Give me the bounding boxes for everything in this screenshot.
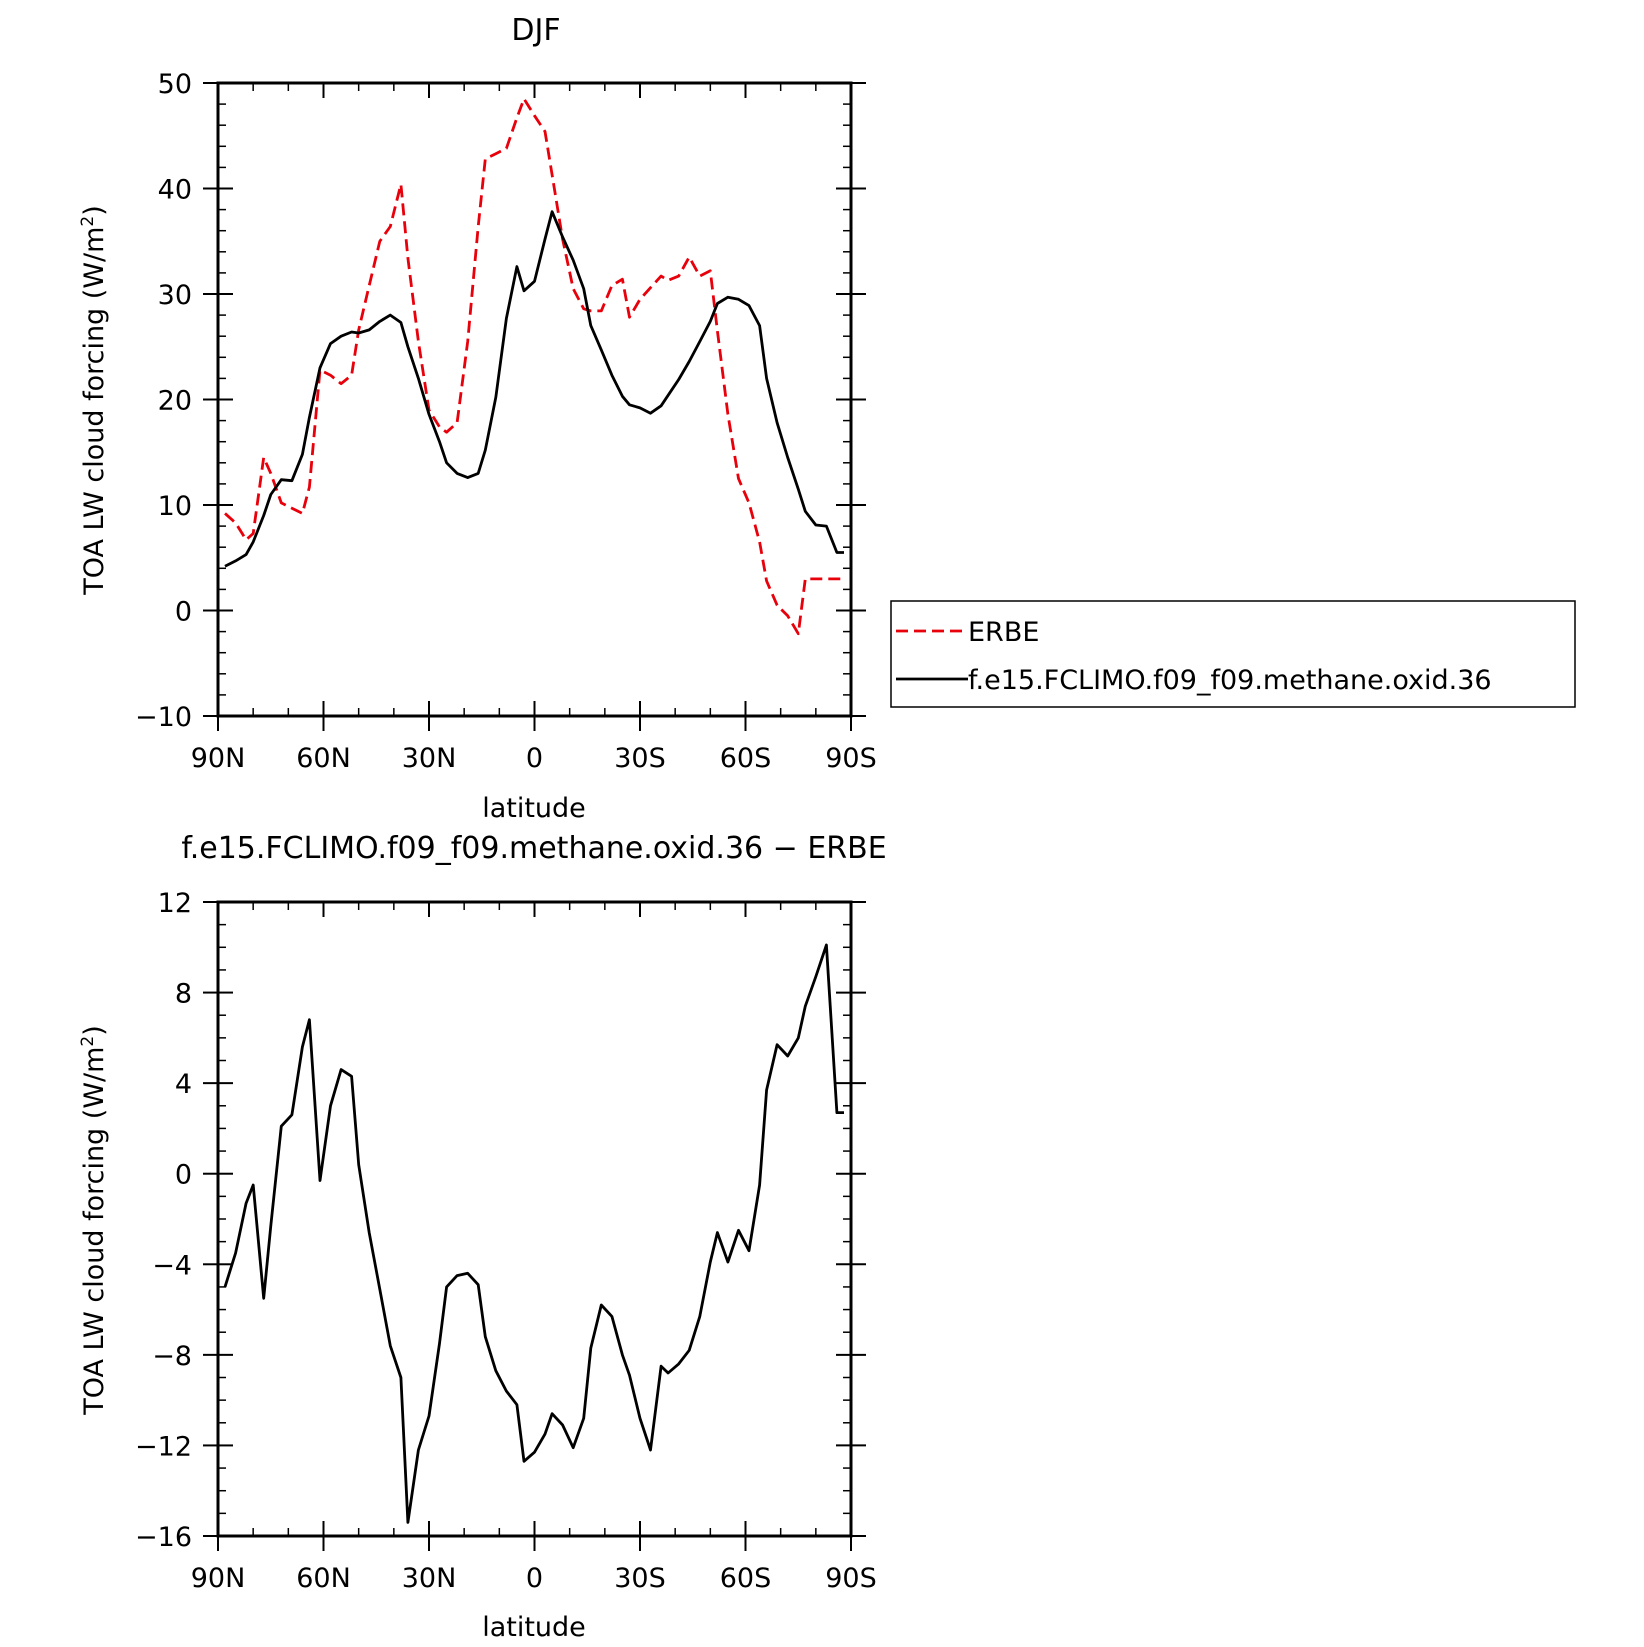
top-x-tick-label: 0 (526, 743, 543, 774)
top-y-tick-label: 30 (158, 280, 192, 311)
bottom-data-layer (223, 943, 844, 1524)
bottom-y-tick-label: 8 (175, 979, 192, 1010)
bottom-chart-title: f.e15.FCLIMO.f09_f09.methane.oxid.36 − E… (181, 831, 886, 866)
bottom-x-tick-label: 90N (191, 1563, 246, 1594)
top-x-tick-label: 60N (296, 743, 351, 774)
bottom-y-tick-label: 12 (158, 888, 192, 919)
bottom-panel: f.e15.FCLIMO.f09_f09.methane.oxid.36 − E… (78, 831, 887, 1643)
bottom-y-tick-label: 0 (175, 1160, 192, 1191)
top-y-tick-label: 20 (158, 386, 192, 417)
top-y-tick-label: 40 (158, 175, 192, 206)
top-y-axis-label: TOA LW cloud forcing (W/m2) (78, 205, 110, 596)
top-x-tick-label: 30N (402, 743, 457, 774)
top-series-line-model (224, 210, 844, 568)
top-axes: 90N 60N 30N 0 30S 60S 90S −10 0 10 20 30 40 50 (135, 69, 877, 774)
legend-label-model: f.e15.FCLIMO.f09_f09.methane.oxid.36 (968, 665, 1492, 696)
top-series-line-erbe (224, 97, 844, 636)
legend-label-erbe: ERBE (968, 617, 1039, 648)
bottom-axes: 90N 60N 30N 0 30S 60S 90S −16 −12 −8 −4 0 4 8 12 (135, 888, 877, 1594)
top-y-tick-label: 0 (175, 597, 192, 628)
bottom-series-line-model (223, 943, 844, 1524)
bottom-y-axis-label: TOA LW cloud forcing (W/m2) (78, 1025, 110, 1416)
bottom-y-tick-label: −16 (135, 1522, 192, 1553)
bottom-x-tick-label: 30S (614, 1563, 666, 1594)
top-y-tick-label: 10 (158, 491, 192, 522)
top-x-tick-label: 30S (614, 743, 666, 774)
bottom-x-tick-label: 0 (526, 1563, 543, 1594)
bottom-y-tick-label: 4 (175, 1069, 192, 1100)
bottom-x-tick-label: 60N (296, 1563, 351, 1594)
top-y-tick-label: 50 (158, 69, 192, 100)
bottom-y-tick-label: −8 (152, 1341, 192, 1372)
top-chart-title: DJF (511, 13, 560, 48)
bottom-x-tick-label: 30N (402, 1563, 457, 1594)
bottom-x-axis-label: latitude (482, 1612, 586, 1643)
top-x-tick-label: 60S (720, 743, 772, 774)
bottom-x-tick-label: 60S (720, 1563, 772, 1594)
bottom-x-tick-label: 90S (825, 1563, 877, 1594)
top-x-tick-label: 90S (825, 743, 877, 774)
top-y-tick-label: −10 (135, 702, 192, 733)
top-data-layer (224, 97, 844, 636)
legend: ERBE f.e15.FCLIMO.f09_f09.methane.oxid.3… (890, 600, 1576, 708)
top-panel: DJF 90N 60N 30N 0 30S 60S 90S −10 0 10 20 30 40 50 la… (78, 13, 1576, 824)
legend-box (890, 600, 1576, 708)
top-x-tick-label: 90N (191, 743, 246, 774)
top-x-axis-label: latitude (482, 793, 586, 824)
bottom-y-tick-label: −4 (152, 1250, 192, 1281)
bottom-y-tick-label: −12 (135, 1431, 192, 1462)
